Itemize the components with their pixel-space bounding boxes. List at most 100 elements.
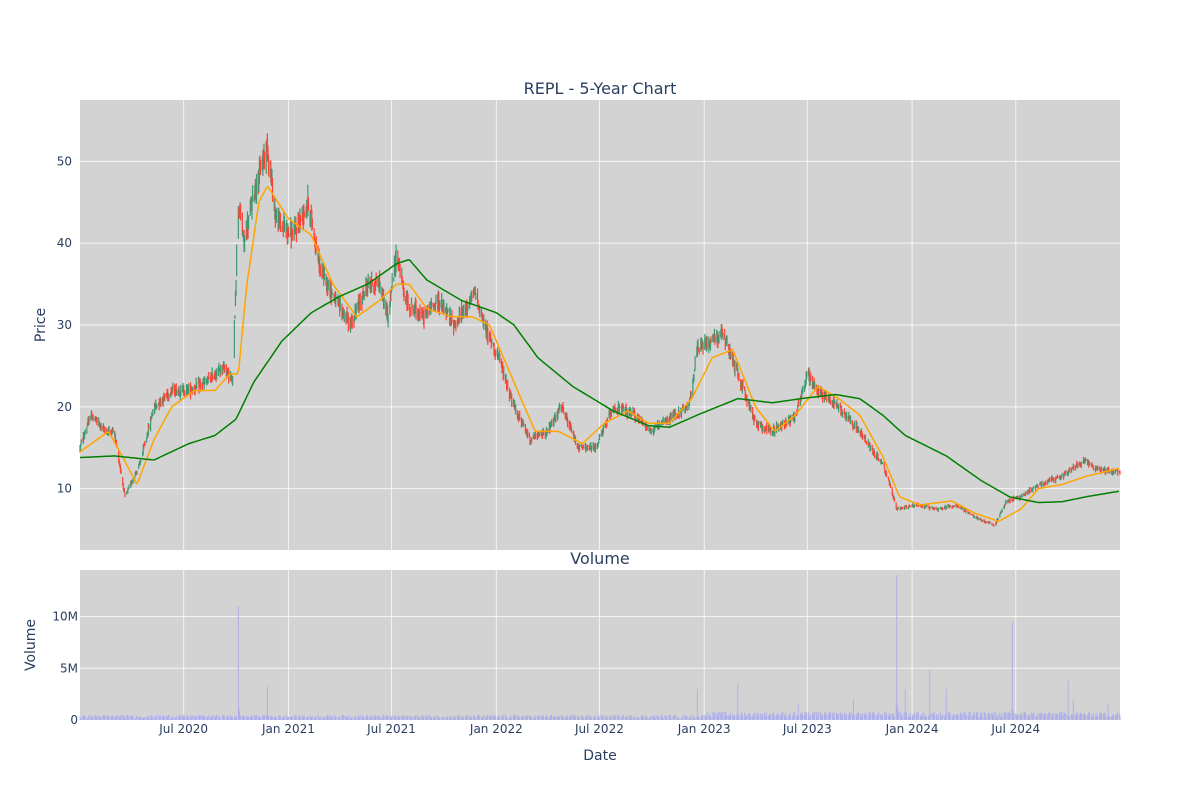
volume-bar bbox=[506, 717, 508, 720]
volume-bar bbox=[975, 715, 977, 720]
volume-bar bbox=[888, 716, 890, 720]
volume-bar bbox=[660, 714, 662, 720]
volume-bar bbox=[98, 716, 100, 720]
volume-bar bbox=[682, 717, 684, 720]
volume-bar bbox=[526, 717, 528, 720]
volume-bar bbox=[608, 718, 610, 720]
volume-bar bbox=[604, 715, 606, 720]
volume-bar bbox=[234, 717, 236, 720]
volume-bar bbox=[269, 716, 271, 720]
volume-bar bbox=[877, 714, 879, 720]
volume-bar bbox=[846, 713, 848, 720]
volume-bar bbox=[350, 718, 352, 720]
volume-bar bbox=[668, 715, 670, 720]
volume-bar bbox=[506, 718, 508, 720]
volume-gridlines bbox=[80, 570, 1120, 721]
volume-bar bbox=[1067, 715, 1069, 720]
volume-bar bbox=[866, 714, 868, 720]
volume-bar bbox=[222, 715, 224, 720]
volume-bar bbox=[426, 716, 428, 720]
volume-bar bbox=[354, 718, 356, 720]
volume-bar bbox=[534, 715, 536, 720]
volume-bar bbox=[128, 717, 130, 720]
volume-bar bbox=[851, 712, 853, 720]
volume-bar bbox=[632, 716, 634, 720]
volume-bar bbox=[421, 715, 423, 720]
volume-bar bbox=[905, 715, 907, 720]
volume-bar bbox=[266, 716, 268, 720]
volume-bar bbox=[391, 717, 393, 720]
volume-bar bbox=[382, 715, 384, 720]
volume-bar bbox=[690, 714, 692, 720]
volume-bar bbox=[967, 715, 969, 720]
volume-bar bbox=[839, 711, 841, 720]
volume-bar bbox=[845, 714, 847, 720]
volume-bar bbox=[297, 716, 299, 720]
volume-bar bbox=[768, 716, 770, 720]
volume-bar bbox=[952, 716, 954, 720]
volume-bar bbox=[638, 718, 640, 720]
volume-bar bbox=[674, 715, 676, 720]
volume-bar bbox=[589, 715, 591, 720]
volume-bar bbox=[768, 715, 770, 720]
volume-bar bbox=[299, 718, 301, 720]
volume-bar bbox=[287, 718, 289, 720]
volume-bar bbox=[642, 716, 644, 720]
volume-bar bbox=[115, 715, 117, 720]
volume-bar bbox=[848, 711, 850, 720]
volume-bar bbox=[459, 717, 461, 720]
volume-bar bbox=[427, 715, 429, 720]
volume-bar bbox=[251, 714, 253, 720]
volume-bar bbox=[776, 714, 778, 720]
volume-bar bbox=[806, 712, 808, 720]
volume-bar bbox=[541, 715, 543, 720]
volume-bar bbox=[713, 716, 715, 720]
volume-bar bbox=[136, 715, 138, 720]
volume-bar bbox=[811, 714, 813, 720]
volume-bar bbox=[590, 716, 592, 720]
volume-bar bbox=[166, 715, 168, 720]
volume-bar bbox=[618, 714, 620, 720]
volume-bar bbox=[394, 717, 396, 720]
volume-bar bbox=[997, 716, 999, 720]
volume-bar bbox=[814, 712, 816, 720]
volume-bar bbox=[1088, 711, 1090, 720]
volume-bar bbox=[474, 718, 476, 720]
volume-bar bbox=[676, 716, 678, 720]
volume-bar bbox=[744, 715, 746, 720]
volume-bar bbox=[712, 711, 714, 720]
volume-bar bbox=[127, 714, 129, 720]
volume-bar bbox=[106, 717, 108, 720]
volume-bar bbox=[598, 717, 600, 720]
volume-bar bbox=[130, 715, 132, 720]
volume-bar bbox=[750, 716, 752, 720]
volume-bar bbox=[704, 714, 706, 720]
volume-bar bbox=[110, 716, 112, 720]
volume-bar bbox=[1067, 680, 1069, 720]
volume-bar bbox=[596, 716, 598, 720]
volume-bar bbox=[454, 716, 456, 720]
volume-bar bbox=[588, 716, 590, 720]
volume-bar bbox=[987, 713, 989, 720]
volume-bar bbox=[221, 714, 223, 720]
volume-bar bbox=[741, 713, 743, 720]
volume-bar bbox=[682, 714, 684, 720]
volume-bar bbox=[1092, 716, 1094, 720]
volume-bar bbox=[1117, 713, 1119, 720]
volume-bar bbox=[810, 715, 812, 720]
volume-bar bbox=[418, 717, 420, 720]
volume-bar bbox=[371, 716, 373, 720]
volume-bar bbox=[989, 713, 991, 720]
volume-bar bbox=[909, 714, 911, 720]
volume-bar bbox=[223, 717, 225, 720]
volume-bar bbox=[359, 714, 361, 720]
volume-bar bbox=[1027, 714, 1029, 720]
volume-bar bbox=[438, 717, 440, 720]
volume-bar bbox=[869, 712, 871, 720]
volume-bar bbox=[718, 711, 720, 720]
volume-bar bbox=[203, 715, 205, 720]
volume-bar bbox=[977, 716, 979, 720]
volume-bar bbox=[650, 716, 652, 720]
volume-bar bbox=[509, 718, 511, 720]
volume-bar bbox=[620, 718, 622, 720]
